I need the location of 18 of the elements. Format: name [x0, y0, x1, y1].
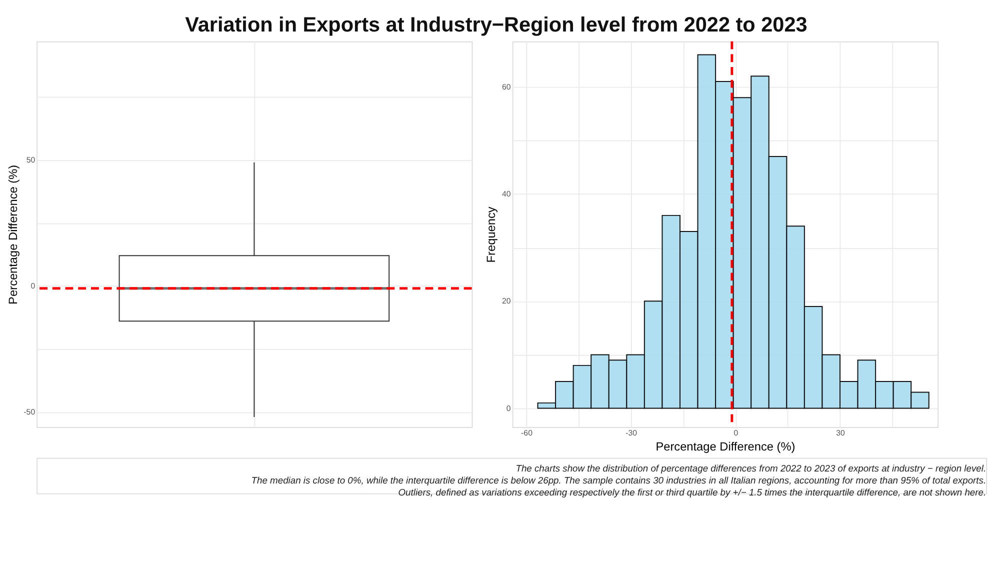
- x-tick-label: 30: [836, 428, 846, 438]
- y-tick-label: 40: [502, 189, 512, 198]
- chart-title: Variation in Exports at Industry−Region level from 2022 to 2023: [185, 14, 808, 37]
- y-tick-label: -50: [24, 407, 36, 416]
- y-axis-title: Percentage Difference (%): [6, 164, 20, 304]
- y-tick-label: 60: [502, 82, 512, 92]
- y-tick-label: 0: [30, 281, 36, 290]
- x-axis-title: Percentage Difference (%): [656, 439, 796, 454]
- text: The median is close to 0%, while the interquartile difference is below 26pp. The sample contains 30 industries in all Italian regions, accounting for more than 95% of total exports.: [251, 474, 986, 486]
- y-tick-label: 20: [502, 296, 512, 306]
- text: Outliers, defined as variations exceeding respectively the first or third quartile by +/− 1.5 times the interquartile difference, are not shown here.: [398, 486, 986, 498]
- x-tick-label: -60: [521, 428, 534, 438]
- y-tick-label: 50: [26, 155, 36, 164]
- x-tick-label: -30: [626, 428, 638, 438]
- y-tick-label: 0: [506, 404, 512, 413]
- y-axis-title: Frequency: [484, 206, 498, 263]
- x-tick-label: 0: [734, 428, 739, 438]
- text: The charts show the distribution of percentage differences from 2022 to 2023 of exports at industry − region level.: [516, 462, 986, 474]
